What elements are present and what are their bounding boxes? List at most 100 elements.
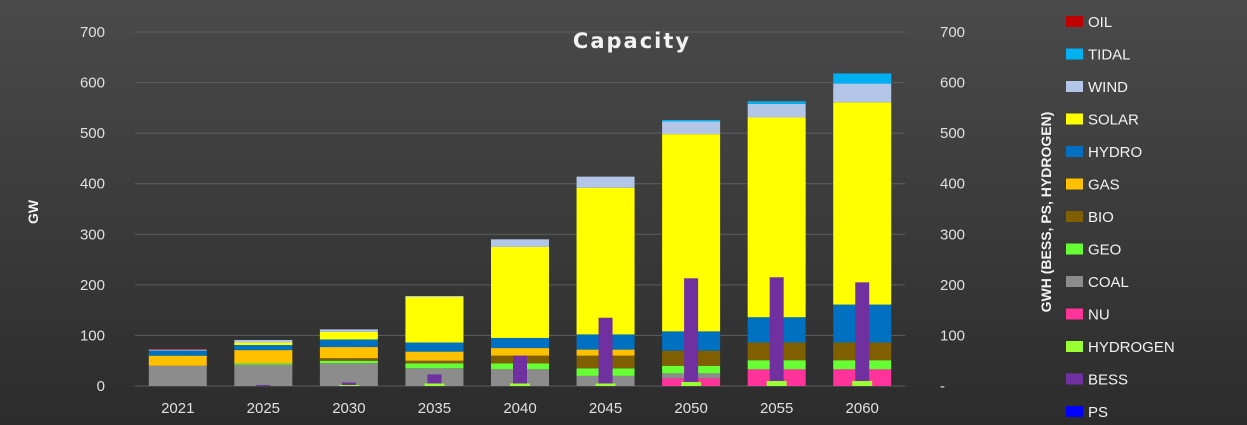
bar-stacks	[148, 73, 892, 386]
legend-label-solar: SOLAR	[1088, 112, 1139, 129]
y-tick-label: 300	[80, 226, 105, 243]
x-axis-ticks: 2021 2025 2030 2035 2040 2045 2050 2055 2060	[161, 400, 879, 417]
storage-bar-bess-2055	[769, 277, 784, 381]
legend-label-hydrogen: HYDROGEN	[1088, 339, 1175, 356]
y2-tick-label: -	[940, 378, 945, 395]
storage-bar-bess-2050	[684, 278, 699, 382]
storage-bar-bess-2040	[513, 355, 527, 384]
x-tick-label: 2030	[332, 400, 365, 417]
bar-gas-2035	[405, 351, 464, 361]
bar-solar-2030	[319, 331, 378, 340]
bar-wind-2055	[747, 103, 806, 118]
x-tick-label: 2035	[418, 400, 451, 417]
storage-bar-bess-2045	[598, 317, 613, 384]
legend-label-oil: OIL	[1088, 14, 1112, 31]
y2-tick-label: 700	[940, 24, 965, 41]
storage-bar-hydrogen-2045	[595, 383, 616, 386]
bar-wind-2040	[491, 239, 549, 247]
y-tick-label: 100	[80, 327, 105, 344]
legend-swatch-wind	[1066, 81, 1083, 92]
legend-swatch-coal	[1066, 276, 1083, 287]
legend-swatch-bio	[1066, 211, 1083, 222]
y-tick-label: 600	[80, 75, 105, 92]
bar-wind-2021	[148, 349, 207, 351]
bar-oil-2021	[148, 349, 207, 350]
bar-bio-2030	[319, 358, 378, 361]
x-tick-label: 2055	[760, 400, 793, 417]
secondary-y-axis-label: GWH (BESS, PS, HYDROGEN)	[1038, 112, 1054, 313]
bar-wind-2035	[405, 295, 464, 297]
bar-solar-2040	[491, 246, 549, 338]
bar-gas-2025	[234, 350, 293, 364]
bar-geo-2025	[234, 363, 293, 365]
bar-coal-2030	[319, 363, 378, 386]
bar-wind-2050	[662, 121, 721, 135]
bar-tidal-2050	[662, 119, 721, 122]
bar-hydro-2040	[491, 337, 549, 349]
legend-label-nu: NU	[1088, 307, 1110, 324]
legend-label-bio: BIO	[1088, 209, 1114, 226]
legend-label-hydro: HYDRO	[1088, 144, 1142, 161]
legend-swatch-solar	[1066, 113, 1083, 125]
bar-gas-2030	[319, 347, 378, 359]
legend-swatch-gas	[1066, 178, 1083, 190]
y2-tick-label: 200	[940, 277, 965, 294]
legend-swatch-ps	[1066, 406, 1083, 417]
bar-solar-2025	[234, 342, 293, 346]
bar-solar-2060	[833, 102, 892, 305]
storage-bar-hydrogen-2035	[424, 383, 445, 386]
bar-geo-2035	[405, 363, 464, 369]
y-tick-label: 0	[97, 378, 105, 395]
legend-swatch-geo	[1066, 243, 1083, 255]
bar-coal-2025	[234, 364, 293, 386]
bar-bio-2035	[405, 360, 464, 364]
storage-bar-hydrogen-2030	[338, 384, 359, 386]
bar-wind-2060	[833, 83, 892, 103]
legend-label-bess: BESS	[1088, 372, 1128, 389]
chart-title: Capacity	[573, 29, 691, 53]
storage-bar-hydrogen-2040	[510, 383, 530, 386]
legend-label-gas: GAS	[1088, 177, 1120, 194]
y-tick-label: 400	[80, 176, 105, 193]
y2-tick-label: 500	[940, 125, 965, 142]
bar-solar-2045	[576, 187, 635, 335]
storage-bars	[256, 277, 873, 386]
legend-swatch-nu	[1066, 308, 1083, 320]
y2-tick-label: 300	[940, 226, 965, 243]
bar-wind-2045	[576, 176, 635, 188]
legend-label-ps: PS	[1088, 404, 1108, 421]
bar-hydro-2035	[405, 342, 464, 352]
legend: OIL TIDAL WIND SOLAR HYDRO GAS BIO GEO COAL NU HYD…	[1066, 14, 1175, 421]
bar-gas-2040	[491, 348, 549, 356]
storage-bar-hydrogen-2060	[852, 380, 873, 386]
storage-bar-bess-2060	[855, 282, 870, 381]
storage-bar-bess-2025	[256, 384, 271, 386]
x-tick-label: 2060	[846, 400, 879, 417]
x-tick-label: 2045	[589, 400, 622, 417]
y-tick-label: 200	[80, 277, 105, 294]
x-tick-label: 2021	[161, 400, 194, 417]
y2-tick-label: 400	[940, 176, 965, 193]
bar-gas-2021	[148, 355, 207, 366]
legend-swatch-hydro	[1066, 146, 1083, 157]
y2-tick-label: 600	[940, 75, 965, 92]
legend-label-tidal: TIDAL	[1088, 47, 1131, 64]
y2-tick-label: 100	[940, 327, 965, 344]
legend-swatch-tidal	[1066, 48, 1083, 60]
y-tick-label: 500	[80, 125, 105, 142]
legend-label-wind: WIND	[1088, 79, 1128, 96]
bar-geo-2030	[319, 360, 378, 364]
storage-bar-bess-2035	[427, 374, 442, 384]
bar-wind-2030	[319, 329, 378, 332]
bar-hydro-2030	[319, 339, 378, 348]
x-tick-label: 2025	[247, 400, 280, 417]
bar-hydro-2021	[148, 350, 207, 356]
legend-label-geo: GEO	[1088, 242, 1121, 259]
bar-solar-2035	[405, 296, 464, 343]
y-axis-ticks: 0 100 200 300 400 500 600 700	[80, 24, 105, 395]
storage-bar-bess-2030	[341, 382, 356, 385]
bar-wind-2025	[234, 339, 293, 343]
legend-label-coal: COAL	[1088, 274, 1129, 291]
storage-bar-hydrogen-2055	[766, 380, 787, 386]
